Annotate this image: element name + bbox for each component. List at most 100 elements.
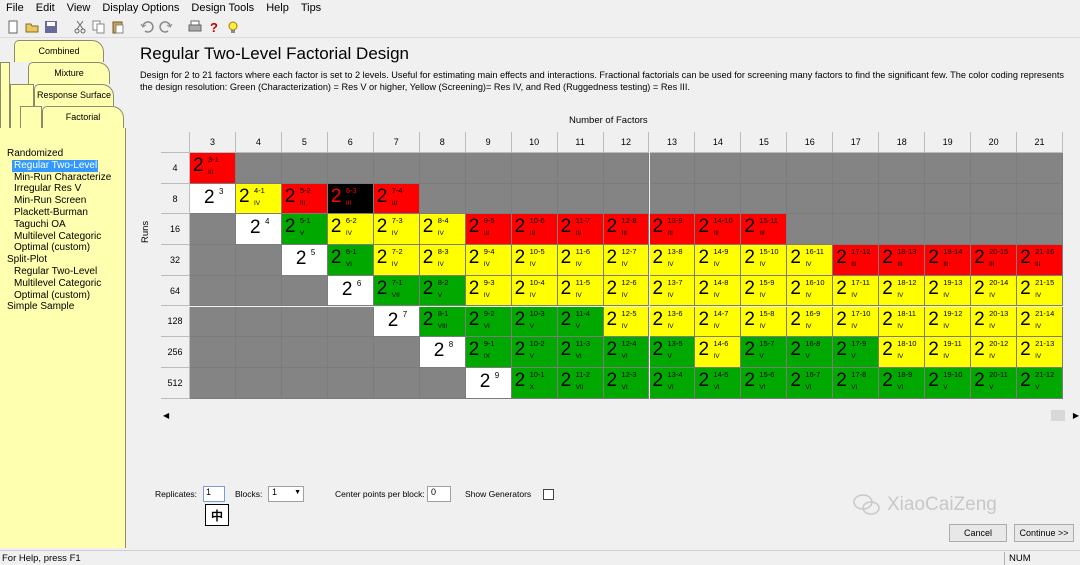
design-list-item[interactable]: Min-Run Characterize: [14, 171, 112, 183]
design-cell[interactable]: 2 6-3 III: [327, 183, 374, 215]
center-points-input[interactable]: 0: [427, 486, 451, 502]
design-cell[interactable]: 2 6-2 IV: [327, 214, 374, 246]
help-icon[interactable]: ?: [205, 18, 222, 35]
cut-icon[interactable]: [71, 18, 88, 35]
design-cell[interactable]: 2 8-4 IV: [419, 214, 466, 246]
menu-display-options[interactable]: Display Options: [102, 2, 180, 14]
design-cell[interactable]: 2 18-11 IV: [879, 306, 926, 338]
design-cell[interactable]: 2 10-6 III: [511, 214, 558, 246]
design-cell[interactable]: 2 15-11 III: [741, 214, 788, 246]
design-cell[interactable]: 2 20-13 IV: [971, 306, 1018, 338]
redo-icon[interactable]: [157, 18, 174, 35]
design-cell[interactable]: 2 16-9 IV: [787, 306, 834, 338]
design-cell[interactable]: 2 14-10 III: [695, 214, 742, 246]
design-cell[interactable]: 2 11-6 IV: [557, 245, 604, 276]
design-cell[interactable]: 2 12-3 VI: [603, 367, 650, 399]
design-cell[interactable]: 2 15-8 IV: [741, 306, 788, 338]
design-cell[interactable]: 2 13-6 IV: [649, 306, 696, 338]
cancel-button[interactable]: Cancel: [949, 524, 1007, 542]
design-cell[interactable]: 2 17-12 III: [833, 245, 880, 276]
design-cell[interactable]: 2 10-2 V: [511, 337, 558, 368]
menu-design-tools[interactable]: Design Tools: [191, 2, 255, 14]
tab-mixture[interactable]: Mixture: [28, 62, 110, 84]
replicates-input[interactable]: 1: [203, 486, 225, 502]
design-list-item[interactable]: Multilevel Categoric: [14, 230, 102, 242]
open-icon[interactable]: [23, 18, 40, 35]
design-cell[interactable]: 2 17-10 IV: [833, 306, 880, 338]
design-cell[interactable]: 2 6-1 VI: [327, 245, 374, 276]
design-list-item[interactable]: Plackett-Burman: [14, 206, 88, 218]
design-cell[interactable]: 2 12-8 III: [603, 214, 650, 246]
design-cell[interactable]: 2 21-14 IV: [1017, 306, 1064, 338]
design-cell[interactable]: 2 18-13 III: [879, 245, 926, 276]
design-cell[interactable]: 2 17-8 VI: [833, 367, 880, 399]
design-cell[interactable]: 2 16-10 IV: [787, 275, 834, 307]
paste-icon[interactable]: [109, 18, 126, 35]
design-cell[interactable]: 2 10-3 V: [511, 306, 558, 338]
design-cell[interactable]: 2 13-4 VI: [649, 367, 696, 399]
design-cell[interactable]: 2 3-1 III: [190, 153, 236, 184]
horizontal-scrollbar[interactable]: ◀ ▶: [161, 409, 1079, 423]
design-cell[interactable]: 2 16-8 V: [787, 337, 834, 368]
design-list-item[interactable]: Min-Run Screen: [14, 195, 87, 207]
design-cell[interactable]: 2 11-7 III: [557, 214, 604, 246]
design-cell[interactable]: 2 11-5 IV: [557, 275, 604, 307]
design-cell[interactable]: 2 21-13 IV: [1017, 337, 1064, 368]
design-cell[interactable]: 2 17-11 IV: [833, 275, 880, 307]
design-cell[interactable]: 2 14-6 IV: [695, 337, 742, 368]
design-cell[interactable]: 2 11-3 VI: [557, 337, 604, 368]
design-cell[interactable]: 2 21-12 V: [1017, 367, 1064, 399]
design-cell[interactable]: 2 18-9 VI: [879, 367, 926, 399]
design-cell[interactable]: 2 12-5 IV: [603, 306, 650, 338]
design-cell[interactable]: 2 10-4 IV: [511, 275, 558, 307]
design-list-item[interactable]: Randomized: [7, 148, 64, 159]
tab-factorial[interactable]: Factorial: [42, 106, 124, 128]
design-list-item[interactable]: Regular Two-Level: [14, 265, 98, 277]
design-cell[interactable]: 2 10-5 IV: [511, 245, 558, 276]
design-list-item[interactable]: Optimal (custom): [14, 289, 91, 301]
menu-view[interactable]: View: [66, 2, 91, 14]
design-cell[interactable]: 2 20-12 IV: [971, 337, 1018, 368]
design-cell[interactable]: 2 4-1 IV: [235, 183, 282, 215]
design-cell[interactable]: 2 14-5 VI: [695, 367, 742, 399]
design-cell[interactable]: 2 16-7 VI: [787, 367, 834, 399]
design-cell[interactable]: 2 8-3 IV: [419, 245, 466, 276]
design-cell[interactable]: 2 19-10 V: [925, 367, 972, 399]
design-cell[interactable]: 2 12-6 IV: [603, 275, 650, 307]
design-cell[interactable]: 2 9-2 VI: [465, 306, 512, 338]
design-cell[interactable]: 2 8-2 V: [419, 275, 466, 307]
design-cell[interactable]: 2 15-6 VI: [741, 367, 788, 399]
copy-icon[interactable]: [90, 18, 107, 35]
design-cell[interactable]: 2 18-12 IV: [879, 275, 926, 307]
design-cell[interactable]: 2 9-5 III: [465, 214, 512, 246]
design-list-item[interactable]: Multilevel Categoric: [14, 277, 102, 289]
design-cell[interactable]: 2 16-11 IV: [787, 245, 834, 276]
design-cell[interactable]: 2 7-1 VII: [373, 275, 420, 307]
design-cell[interactable]: 2 15-9 IV: [741, 275, 788, 307]
design-cell[interactable]: 2 13-9 III: [649, 214, 696, 246]
design-cell[interactable]: 2 14-9 IV: [695, 245, 742, 276]
design-cell[interactable]: 2 11-4 V: [557, 306, 604, 338]
design-cell[interactable]: 2 9-4 IV: [465, 245, 512, 276]
design-cell[interactable]: 2 5-1 V: [281, 214, 328, 246]
design-cell[interactable]: 2 7-3 IV: [373, 214, 420, 246]
design-cell[interactable]: 2 14-7 IV: [695, 306, 742, 338]
design-list-item[interactable]: Simple Sample: [7, 301, 75, 313]
design-cell[interactable]: 2 7-4 III: [373, 183, 420, 215]
design-list-item[interactable]: Regular Two-Level: [12, 159, 98, 172]
design-cell[interactable]: 2 18-10 IV: [879, 337, 926, 368]
design-cell[interactable]: 2 21-16 III: [1017, 245, 1064, 276]
design-cell[interactable]: 2 19-11 IV: [925, 337, 972, 368]
design-cell[interactable]: 2 11-2 VII: [557, 367, 604, 399]
scroll-left-icon[interactable]: ◀: [163, 411, 170, 420]
menu-file[interactable]: File: [6, 2, 24, 14]
design-list-item[interactable]: Split-Plot: [7, 254, 48, 266]
design-cell[interactable]: 2 9-1 IX: [465, 337, 512, 368]
design-cell[interactable]: 2 5-2 III: [281, 183, 328, 215]
